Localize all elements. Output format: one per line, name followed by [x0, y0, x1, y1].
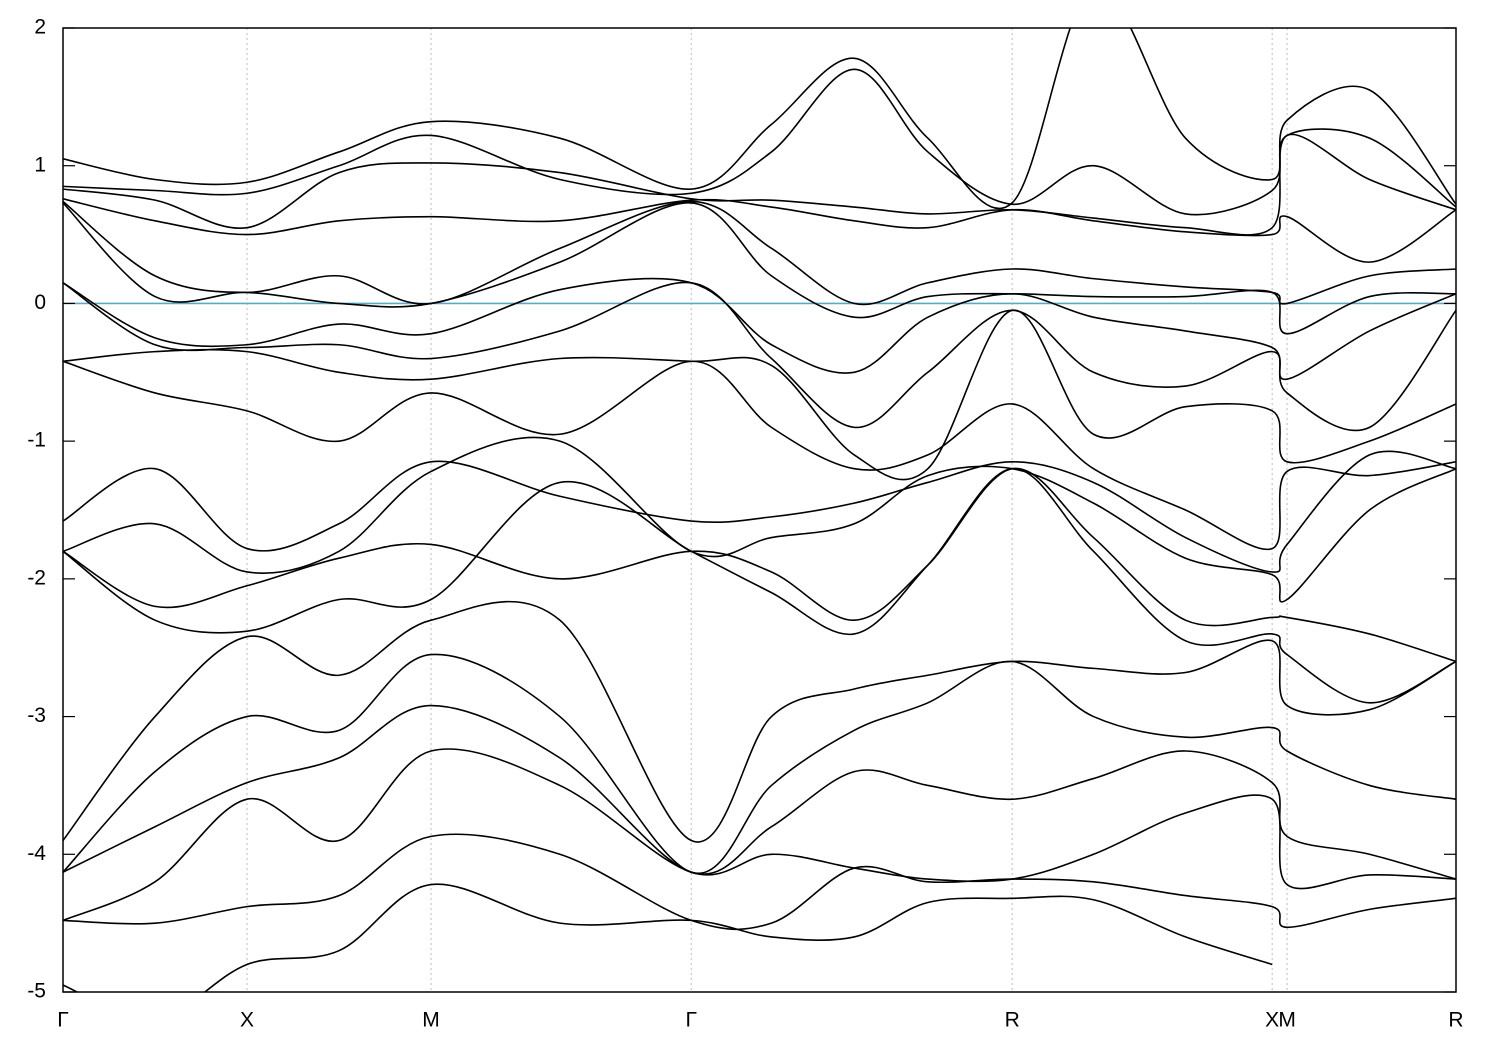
band-line — [63, 277, 1456, 380]
band-line — [63, 309, 1456, 481]
band-line — [63, 133, 1456, 236]
x-tick-label: R — [1448, 1009, 1463, 1032]
band-line — [63, 197, 1456, 263]
plot-frame — [62, 27, 1457, 993]
y-tick-label: 1 — [34, 153, 46, 176]
x-tick-label: X — [1265, 1009, 1279, 1032]
band-line — [63, 467, 1456, 663]
band-line — [63, 600, 1456, 843]
plot-area — [63, 28, 1456, 992]
band-line — [63, 653, 1456, 875]
band-line — [63, 68, 1456, 216]
y-tick-label: -4 — [27, 842, 46, 865]
band-line — [63, 281, 1456, 432]
band-line — [63, 28, 1456, 210]
x-tick-label: M — [422, 1009, 440, 1032]
x-tick-label: Γ — [57, 1009, 69, 1032]
y-tick-label: -1 — [27, 429, 46, 452]
x-tick-label: X — [240, 1009, 254, 1032]
band-line — [63, 467, 1456, 704]
band-line — [63, 202, 1456, 335]
grid — [62, 28, 1457, 992]
y-tick-label: -5 — [27, 980, 46, 1003]
x-tick-label: R — [1005, 1009, 1020, 1032]
band-line — [63, 436, 1456, 603]
band-line — [63, 833, 1456, 931]
band-line — [63, 748, 1456, 922]
y-tick-label: -3 — [27, 704, 46, 727]
band-line — [63, 360, 1456, 551]
y-tick-label: -2 — [27, 566, 46, 589]
x-tick-label: Γ — [685, 1009, 697, 1032]
y-tick-label: 2 — [34, 16, 46, 39]
y-tick-label: 0 — [34, 291, 46, 314]
band-line — [63, 704, 1456, 880]
x-tick-label: M — [1278, 1009, 1296, 1032]
band-line — [63, 883, 1273, 992]
band-line — [63, 450, 1456, 573]
